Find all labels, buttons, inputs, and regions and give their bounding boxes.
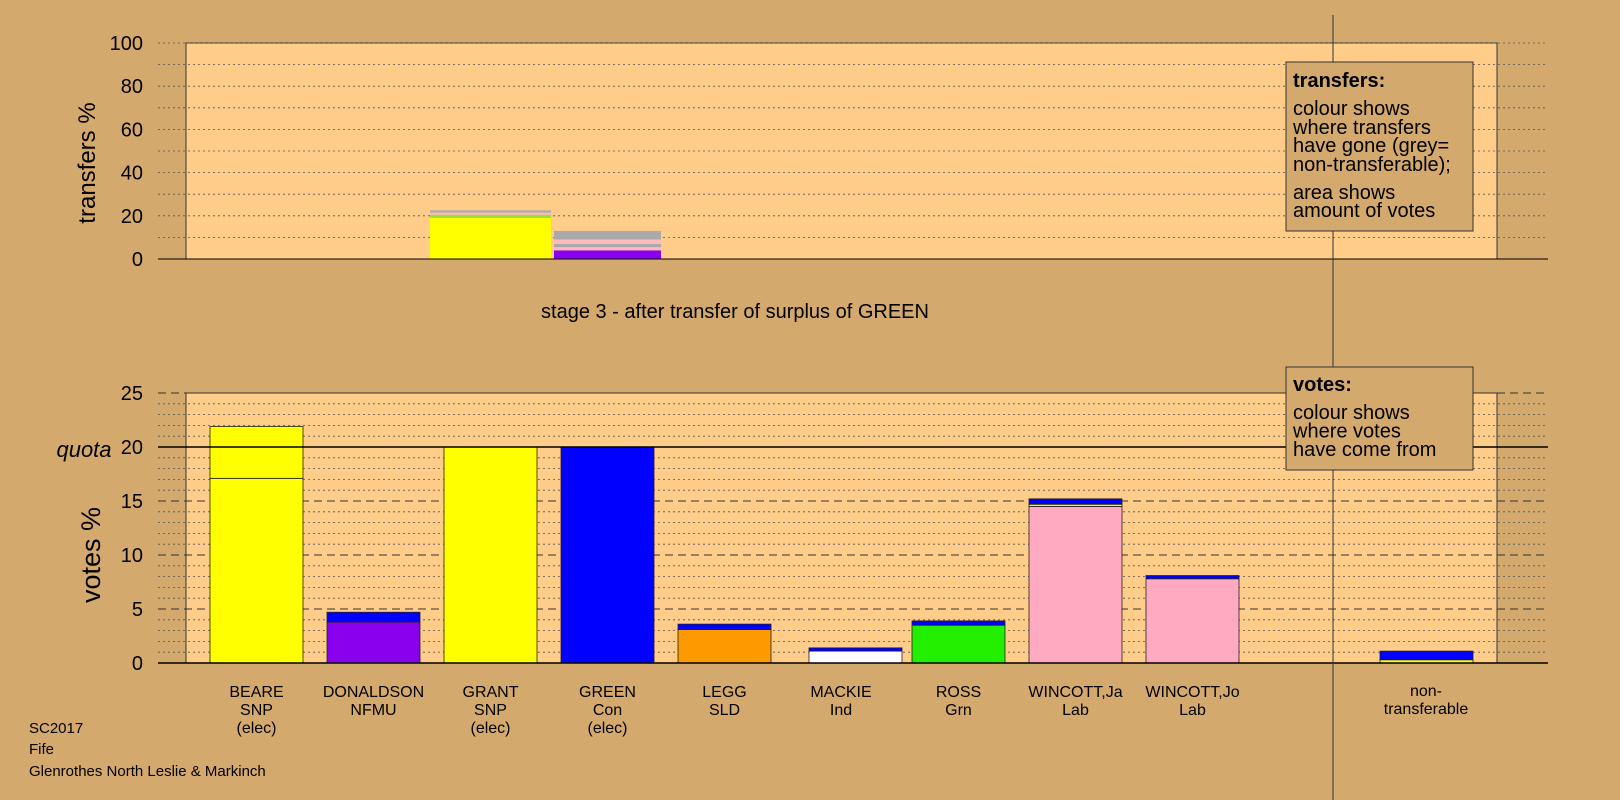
votes-legend-line: where votes bbox=[1292, 421, 1401, 443]
footer-line-3: Glenrothes North Leslie & Markinch bbox=[29, 763, 266, 780]
votes-ytick-label: 15 bbox=[121, 491, 143, 513]
transfers-ytick-label: 40 bbox=[121, 163, 143, 185]
votes-ytick-label: 0 bbox=[132, 653, 143, 675]
transfers-ytick-label: 20 bbox=[121, 206, 143, 228]
transfers-ytick-label: 60 bbox=[121, 119, 143, 141]
vote-bar-segment bbox=[560, 446, 655, 664]
vote-bar-segment bbox=[911, 624, 1006, 664]
candidate-label-line: Lab bbox=[1062, 702, 1089, 719]
candidate-label-line: GRANT bbox=[463, 684, 519, 701]
vote-bar-segment bbox=[911, 620, 1006, 626]
candidate-label-line: ROSS bbox=[936, 684, 981, 701]
candidate-label-line: Con bbox=[593, 702, 622, 719]
transfers-panel: 0 20 40 60 80 100 bbox=[110, 33, 1548, 271]
vote-bar-segment bbox=[677, 629, 772, 664]
transfers-legend-line: have gone (grey= bbox=[1293, 135, 1449, 157]
transfers-legend-line: amount of votes bbox=[1293, 200, 1435, 222]
candidate-label-line: SNP bbox=[240, 702, 273, 719]
vote-bar-segment bbox=[1028, 498, 1123, 505]
transfers-ytick-label: 100 bbox=[110, 33, 143, 55]
transfer-bar-segment bbox=[554, 230, 661, 240]
candidate-label-line: (elec) bbox=[236, 720, 276, 737]
vote-bar-segment bbox=[443, 446, 538, 664]
transfer-bar-segment bbox=[430, 210, 551, 213]
transfers-legend-line: colour shows bbox=[1293, 98, 1410, 120]
candidate-label-line: Lab bbox=[1179, 702, 1206, 719]
quota-label: quota bbox=[56, 437, 111, 462]
candidate-label-line: SNP bbox=[474, 702, 507, 719]
votes-legend-box bbox=[1285, 366, 1474, 471]
candidate-label-line: Grn bbox=[945, 702, 972, 719]
candidate-label-line: (elec) bbox=[587, 720, 627, 737]
vote-bar-segment bbox=[808, 650, 903, 664]
vote-bar-segment bbox=[326, 611, 421, 623]
transfer-bar-segment bbox=[554, 243, 661, 248]
vote-bar-segment bbox=[1145, 578, 1240, 664]
transfer-bar-segment bbox=[554, 247, 661, 251]
stage-title: stage 3 - after transfer of surplus of G… bbox=[541, 301, 929, 323]
transfers-legend-heading: transfers: bbox=[1293, 70, 1385, 92]
candidate-labels: BEARESNP(elec)DONALDSONNFMUGRANTSNP(elec… bbox=[229, 683, 1468, 737]
footer-line-1: SC2017 bbox=[29, 720, 83, 737]
candidate-label-line: LEGG bbox=[702, 684, 746, 701]
vote-bar-segment bbox=[808, 647, 903, 652]
transfers-ytick-label: 80 bbox=[121, 76, 143, 98]
candidate-label-line: WINCOTT,Jo bbox=[1145, 684, 1239, 701]
footer-line-2: Fife bbox=[29, 741, 54, 758]
nontransferable-label-line: transferable bbox=[1384, 701, 1469, 718]
votes-ytick-label: 20 bbox=[121, 437, 143, 459]
transfer-bar-segment bbox=[554, 239, 661, 244]
candidate-label-line: DONALDSON bbox=[323, 684, 424, 701]
votes-ylabel: votes % bbox=[76, 507, 106, 603]
transfers-legend-line: where transfers bbox=[1292, 117, 1431, 139]
transfers-ylabel: transfers % bbox=[74, 102, 101, 223]
transfers-ytick-label: 0 bbox=[132, 249, 143, 271]
votes-legend-heading: votes: bbox=[1293, 374, 1352, 396]
transfer-bar-segment bbox=[430, 212, 551, 215]
nontransferable-bar-segment bbox=[1379, 650, 1474, 661]
vote-bar-segment bbox=[1028, 505, 1123, 664]
votes-legend-line: have come from bbox=[1293, 439, 1436, 461]
votes-ytick-label: 25 bbox=[121, 383, 143, 405]
transfers-legend-box bbox=[1285, 61, 1474, 232]
candidate-label-line: Ind bbox=[830, 702, 852, 719]
vote-bar-segment bbox=[1145, 575, 1240, 580]
candidate-label-line: GREEN bbox=[579, 684, 636, 701]
transfers-legend-line: non-transferable); bbox=[1293, 154, 1451, 176]
votes-panel: 0 5 10 15 25 20 bbox=[121, 383, 1548, 675]
vote-bar-segment bbox=[677, 623, 772, 630]
nontransferable-label-line: non- bbox=[1410, 683, 1442, 700]
transfer-bar-segment bbox=[430, 214, 551, 218]
vote-bar-segment bbox=[209, 477, 304, 664]
candidate-label-line: SLD bbox=[709, 702, 740, 719]
votes-legend-line: colour shows bbox=[1293, 402, 1410, 424]
candidate-label-line: (elec) bbox=[470, 720, 510, 737]
transfer-bar-segment bbox=[430, 217, 551, 259]
transfer-bar-segment bbox=[554, 250, 661, 259]
votes-ytick-label: 5 bbox=[132, 599, 143, 621]
vote-bar-segment bbox=[326, 621, 421, 664]
votes-ytick-label: 10 bbox=[121, 545, 143, 567]
transfers-legend-line: area shows bbox=[1293, 182, 1395, 204]
candidate-label-line: NFMU bbox=[350, 702, 396, 719]
candidate-label-line: BEARE bbox=[229, 684, 283, 701]
candidate-label-line: WINCOTT,Ja bbox=[1028, 684, 1122, 701]
candidate-label-line: MACKIE bbox=[810, 684, 871, 701]
vote-bar-segment bbox=[209, 426, 304, 479]
